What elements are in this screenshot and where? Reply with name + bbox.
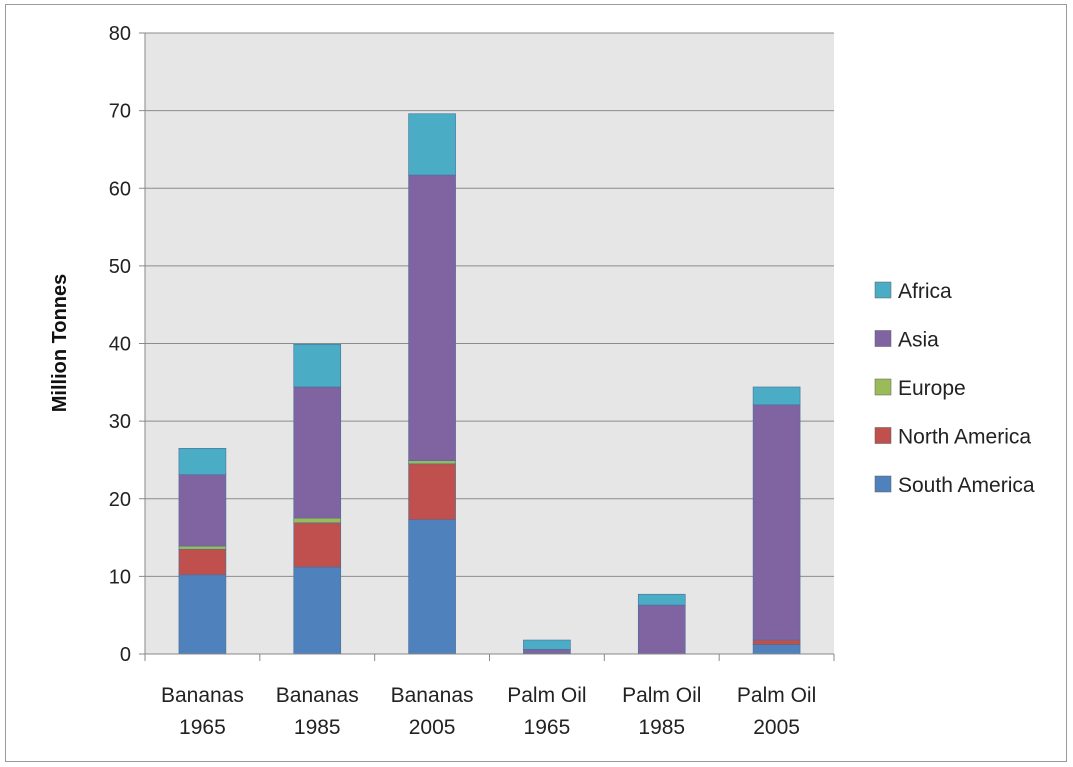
legend-swatch-asia xyxy=(874,330,892,347)
x-category-label: Bananas xyxy=(161,684,244,707)
bar-segment-europe xyxy=(408,460,456,465)
legend-swatch-europe xyxy=(874,378,892,396)
bar-segment-north-america xyxy=(293,522,342,568)
bar-segment-africa xyxy=(178,447,227,475)
x-category-label: Palm Oil xyxy=(737,684,816,707)
legend-label-south-america: South America xyxy=(898,474,1035,497)
bar-segment-asia xyxy=(408,174,456,462)
y-tick-label: 60 xyxy=(109,178,131,200)
bar-segment-asia xyxy=(293,386,342,519)
x-category-label: 2005 xyxy=(753,716,800,739)
bar-segment-africa xyxy=(637,593,686,606)
legend-label-asia: Asia xyxy=(898,329,939,352)
gridlines xyxy=(145,32,834,577)
bar-segment-africa xyxy=(293,343,342,388)
bar-segment-north-america xyxy=(752,639,801,645)
bar-segment-asia xyxy=(178,474,227,547)
y-tick-label: 0 xyxy=(120,644,131,666)
x-category-label: 1965 xyxy=(524,716,571,739)
y-tick-label: 40 xyxy=(109,334,131,356)
bar-segment-asia xyxy=(523,649,571,654)
legend: Africa Asia Europe North America South Ameri… xyxy=(874,280,1035,497)
y-tick-label: 10 xyxy=(109,566,131,588)
y-tick-label: 20 xyxy=(109,489,131,511)
tick-labels: 0 10 20 30 40 50 60 70 80 Bananas 1965 Bananas 1985 B… xyxy=(109,23,817,739)
x-category-label: Palm Oil xyxy=(507,684,586,707)
bar-segment-north-america xyxy=(178,548,227,576)
x-category-label: 1985 xyxy=(638,716,685,739)
bar-segment-africa xyxy=(523,639,571,650)
y-tick-label: 80 xyxy=(109,23,131,45)
legend-swatch-south-america xyxy=(874,475,892,493)
bars xyxy=(178,113,801,655)
bar-segment-south-america xyxy=(293,566,342,655)
bar-segment-africa xyxy=(408,113,456,176)
legend-swatch-north-america xyxy=(874,427,892,444)
x-category-label: 2005 xyxy=(409,716,456,739)
legend-swatch-africa xyxy=(874,281,892,299)
bar-segment-south-america xyxy=(178,574,227,655)
y-tick-label: 50 xyxy=(109,256,131,278)
y-axis-label: Million Tonnes xyxy=(49,274,71,413)
axes xyxy=(139,32,835,661)
x-category-label: 1965 xyxy=(179,716,226,739)
x-category-label: Bananas xyxy=(276,684,359,707)
bar-segment-europe xyxy=(293,517,342,524)
bar-segment-asia xyxy=(752,404,801,641)
legend-label-north-america: North America xyxy=(898,426,1031,449)
bar-segment-south-america xyxy=(752,644,801,655)
x-category-label: 1985 xyxy=(294,716,341,739)
bar-segment-north-america xyxy=(408,463,456,521)
bar-segment-south-america xyxy=(408,519,456,655)
legend-label-europe: Europe xyxy=(898,377,966,400)
x-category-label: Bananas xyxy=(391,684,474,707)
y-tick-label: 30 xyxy=(109,411,131,433)
bar-segment-asia xyxy=(637,604,686,655)
bar-segment-africa xyxy=(752,386,801,406)
bar-segment-europe xyxy=(178,545,227,550)
x-category-label: Palm Oil xyxy=(622,684,701,707)
legend-label-africa: Africa xyxy=(898,280,952,303)
y-tick-label: 70 xyxy=(109,101,131,123)
